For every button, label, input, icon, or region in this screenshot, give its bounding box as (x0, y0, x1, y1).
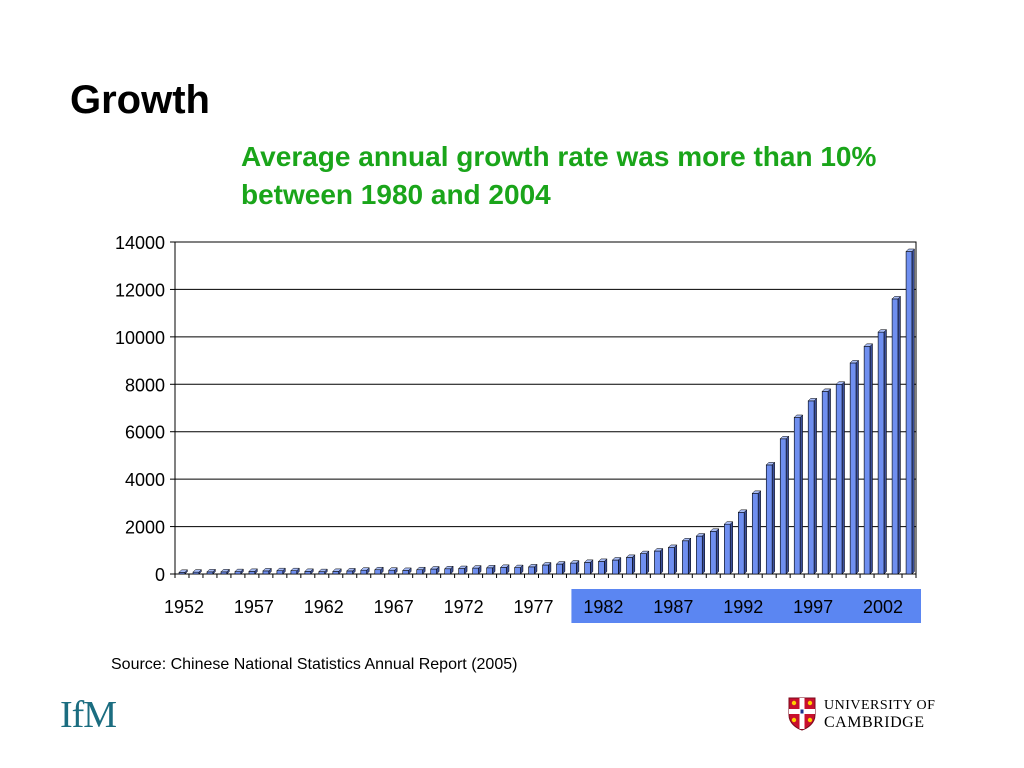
bar-1982 (597, 558, 608, 575)
bar-1956 (234, 568, 244, 575)
bar-1975 (500, 564, 510, 575)
bar-1959 (276, 567, 286, 575)
y-tick-label: 12000 (115, 280, 165, 300)
bar-1992 (737, 509, 748, 575)
x-tick-label: 1997 (793, 597, 833, 617)
bar-2004 (905, 248, 916, 575)
bar-1968 (402, 567, 412, 575)
plot-area (174, 241, 917, 575)
bar-1999 (835, 381, 846, 575)
bar-1965 (360, 567, 370, 575)
x-tick-label: 1972 (444, 597, 484, 617)
bar-1985 (639, 550, 650, 575)
ifm-logo: IfM (60, 694, 117, 736)
cambridge-logo-line1: UNIVERSITY OF (824, 698, 936, 713)
bar-1988 (681, 537, 692, 575)
x-tick-label: 1952 (164, 597, 204, 617)
bar-1953 (192, 568, 203, 575)
slide-title: Growth (70, 78, 210, 122)
y-tick-label: 14000 (115, 233, 165, 253)
bar-1973 (472, 564, 482, 575)
bar-1970 (430, 565, 440, 575)
bar-1981 (583, 559, 594, 575)
bar-1978 (541, 561, 552, 575)
bar-2000 (849, 359, 860, 575)
bar-1962 (318, 568, 328, 575)
bar-1967 (388, 567, 398, 575)
bar-2003 (891, 295, 902, 575)
bar-1957 (248, 568, 258, 575)
x-tick-label: 1987 (653, 597, 693, 617)
bar-1987 (667, 544, 678, 575)
bar-1979 (555, 560, 566, 575)
bar-1972 (458, 565, 468, 575)
y-tick-label: 2000 (125, 518, 165, 538)
cambridge-shield-icon (788, 697, 816, 731)
bar-1958 (262, 567, 272, 575)
x-tick-label: 1962 (304, 597, 344, 617)
source-note: Source: Chinese National Statistics Annu… (111, 656, 518, 673)
bar-1955 (220, 568, 230, 575)
xtick-highlight-box (571, 589, 921, 623)
bar-1976 (513, 564, 524, 575)
bar-1964 (346, 567, 356, 575)
bar-1983 (611, 556, 622, 575)
bar-1991 (723, 521, 734, 575)
y-tick-label: 6000 (125, 423, 165, 443)
bar-1989 (695, 532, 706, 575)
bar-1990 (709, 528, 720, 575)
y-tick-label: 8000 (125, 375, 165, 395)
bar-1974 (486, 564, 496, 575)
bar-1984 (625, 554, 636, 575)
bar-1969 (416, 566, 426, 575)
bar-2001 (863, 343, 874, 575)
x-tick-label: 1957 (234, 597, 274, 617)
bar-1980 (569, 559, 580, 575)
bar-1977 (527, 563, 538, 575)
bar-1960 (290, 567, 300, 575)
x-tick-label: 1967 (374, 597, 414, 617)
bar-1997 (807, 397, 818, 575)
cambridge-logo: UNIVERSITY OF CAMBRIDGE (788, 697, 935, 731)
bar-1963 (332, 568, 342, 575)
bar-1993 (751, 490, 762, 575)
bar-1961 (304, 568, 314, 575)
x-tick-label: 1977 (513, 597, 553, 617)
gdp-bar-chart: 0 2000 4000 6000 8000 10000 12000 14000 1952 1957… (115, 233, 921, 623)
bar-1998 (821, 388, 832, 575)
y-tick-label: 4000 (125, 470, 165, 490)
x-tick-label: 1992 (723, 597, 763, 617)
bar-1971 (444, 565, 454, 575)
cambridge-logo-line2: CAMBRIDGE (824, 714, 925, 731)
bar-1996 (793, 414, 804, 575)
bar-2002 (877, 329, 888, 575)
bar-1952 (178, 569, 189, 575)
x-tick-label: 2002 (863, 597, 903, 617)
bar-1954 (206, 568, 216, 575)
bar-1994 (765, 461, 776, 575)
slide-subtitle: Average annual growth rate was more than… (241, 141, 877, 210)
x-tick-label: 1982 (583, 597, 623, 617)
bar-1995 (779, 435, 790, 575)
bar-1986 (653, 547, 664, 575)
y-tick-label: 0 (155, 565, 165, 585)
bar-1966 (374, 566, 384, 575)
y-tick-label: 10000 (115, 328, 165, 348)
